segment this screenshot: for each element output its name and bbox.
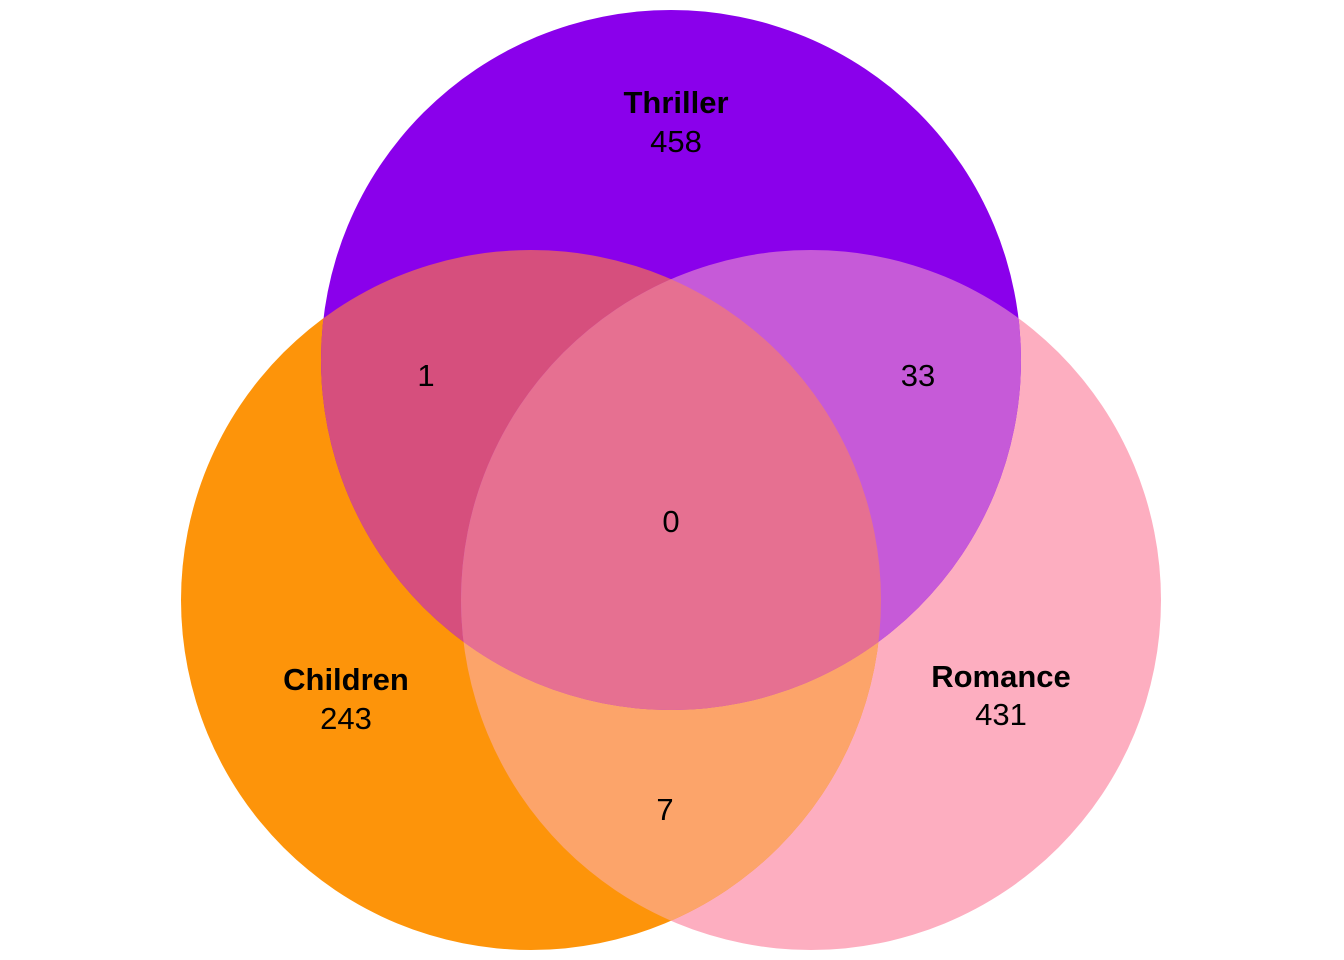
- romance-only-count: 431: [975, 697, 1027, 732]
- romance-label: Romance: [931, 659, 1071, 694]
- all-three-overlap: [461, 250, 881, 710]
- thriller-label: Thriller: [623, 85, 728, 120]
- children-only-count: 243: [320, 701, 372, 736]
- children-label: Children: [283, 662, 409, 697]
- children-romance-count: 7: [656, 792, 673, 827]
- all-three-count: 0: [662, 504, 679, 539]
- thriller-only-count: 458: [650, 124, 702, 159]
- thriller-children-count: 1: [417, 358, 434, 393]
- thriller-romance-count: 33: [901, 358, 935, 393]
